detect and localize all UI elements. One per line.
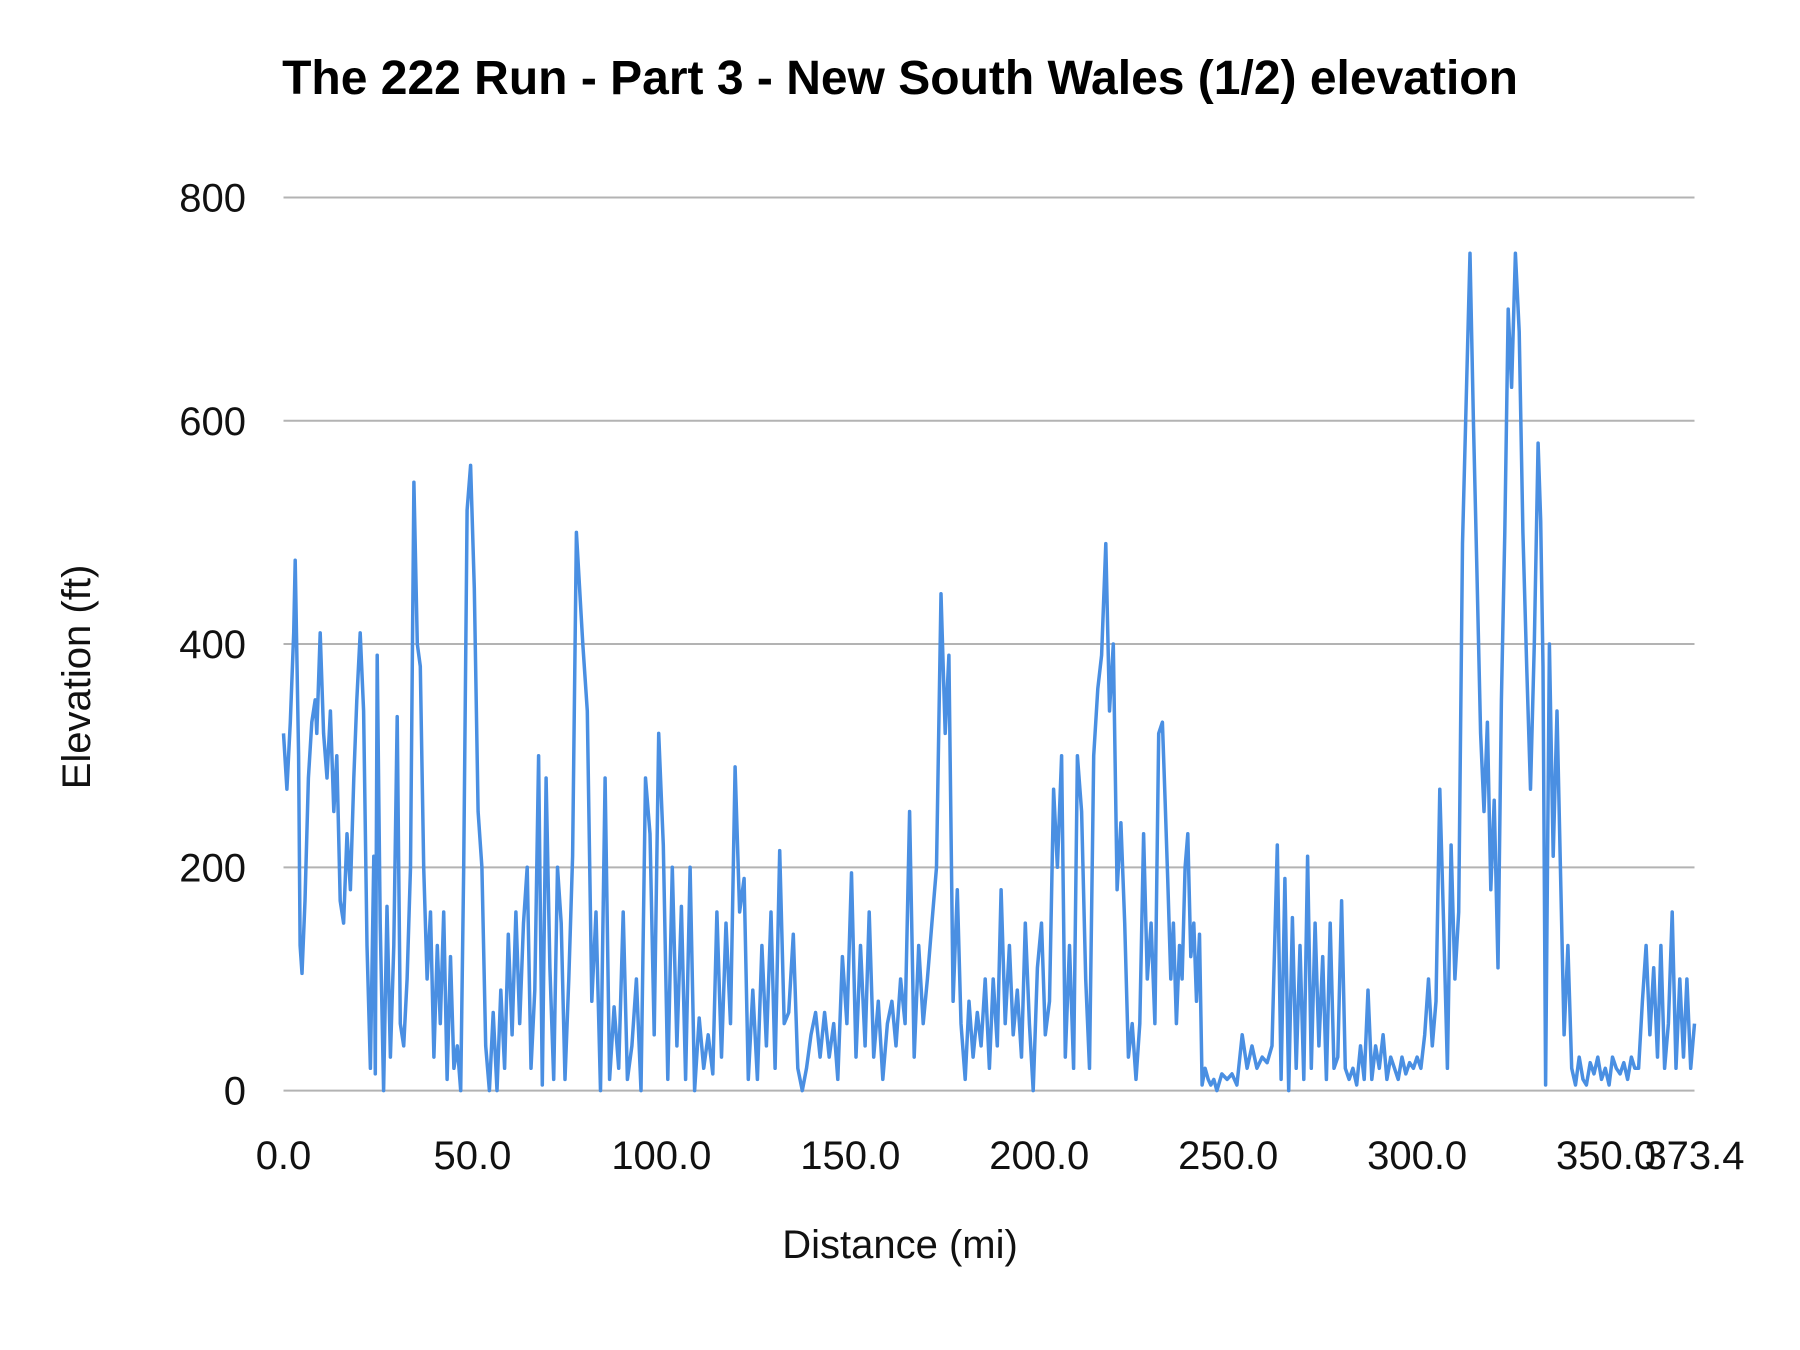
x-tick-label: 373.4 xyxy=(1644,1134,1744,1178)
y-tick-label: 800 xyxy=(179,177,246,221)
x-tick-label: 200.0 xyxy=(989,1134,1089,1178)
x-tick-label: 300.0 xyxy=(1367,1134,1467,1178)
x-axis-label: Distance (mi) xyxy=(782,1223,1018,1267)
x-tick-label: 350.0 xyxy=(1556,1134,1656,1178)
y-axis-ticks: 0 200 400 600 800 xyxy=(179,177,246,1114)
elevation-line xyxy=(281,251,1697,1093)
x-axis-ticks: 0.0 50.0 100.0 150.0 200.0 250.0 300.0 350.0373… xyxy=(256,1134,1745,1178)
y-tick-label: 600 xyxy=(179,400,246,444)
y-tick-label: 200 xyxy=(179,846,246,890)
x-tick-label: 250.0 xyxy=(1178,1134,1278,1178)
x-tick-label: 100.0 xyxy=(611,1134,711,1178)
y-axis-label: Elevation (ft) xyxy=(55,565,99,790)
x-tick-label: 50.0 xyxy=(434,1134,512,1178)
x-tick-label: 0.0 xyxy=(256,1134,312,1178)
y-tick-label: 400 xyxy=(179,623,246,667)
gridlines xyxy=(283,196,1695,1092)
chart-title: The 222 Run - Part 3 - New South Wales (… xyxy=(282,52,1518,105)
y-tick-label: 0 xyxy=(224,1070,246,1114)
x-tick-label: 150.0 xyxy=(800,1134,900,1178)
